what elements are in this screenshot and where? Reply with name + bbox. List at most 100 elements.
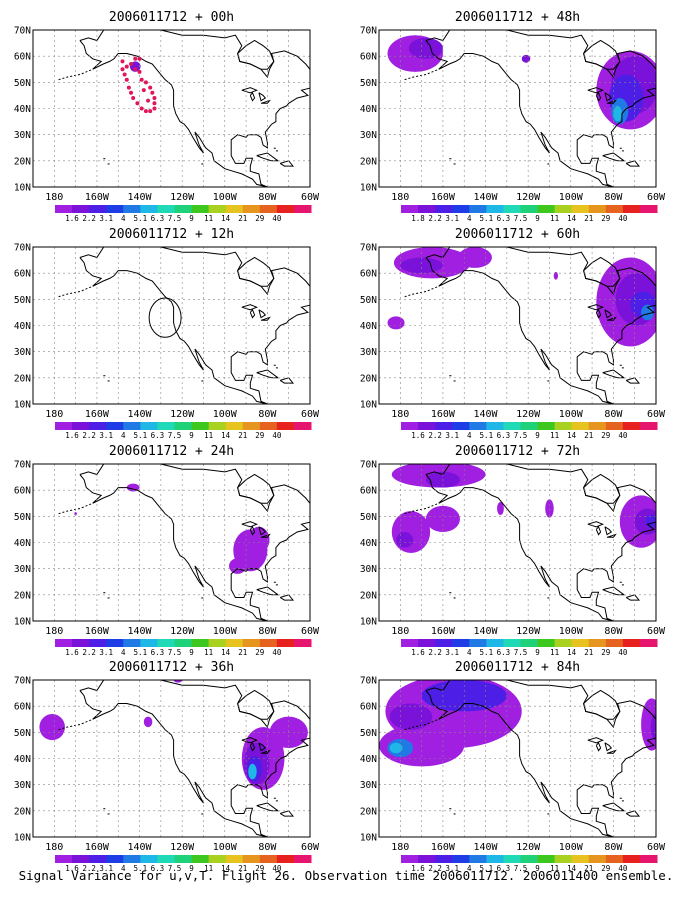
colorbar-label: 6.3 [151,864,165,873]
x-tick-label: 140W [127,192,152,203]
map-frame [32,246,311,405]
colorbar-swatch [639,422,658,430]
colorbar-swatch [259,855,278,863]
x-tick-label: 160W [431,192,456,203]
colorbar-swatch [106,855,124,863]
colorbar-swatch [588,639,607,647]
colorbar-label: 9 [535,431,540,440]
colorbar: 1.6 2.2 3.1 4 5.1 6.3 7.5 9 11 14 21 29 40 [401,855,658,873]
colorbar-swatch [622,639,641,647]
colorbar-label: 21 [584,648,593,657]
colorbar-swatch [225,639,244,647]
colorbar-label: 3.1 [445,214,459,223]
y-tick-label: 10N [360,833,377,844]
colorbar-swatch [174,205,193,213]
map-frame [378,246,657,405]
colorbar-swatch [293,205,312,213]
colorbar-label: 6.3 [151,648,165,657]
y-tick-label: 20N [360,590,377,601]
colorbar-swatch [503,855,521,863]
colorbar-label: 14 [221,864,231,873]
y-tick-label: 20N [14,806,31,817]
colorbar-label: 7.5 [168,431,182,440]
y-tick-label: 70N [14,26,31,37]
colorbar-swatch [242,422,261,430]
colorbar-label: 21 [238,214,247,223]
x-tick-label: 180 [45,626,63,637]
map-panel: 2006011712 + 48h 180 160W 140W 120W 100W 80W 60… [360,10,666,223]
colorbar-label: 1.6 [65,214,79,223]
panel-title: 2006011712 + 60h [455,227,580,242]
variance-region [248,526,270,553]
colorbar-swatch [503,639,521,647]
y-tick-label: 50N [14,295,31,306]
observation-dot [150,90,155,95]
graticule [33,247,310,404]
colorbar-swatch [435,855,453,863]
x-tick-label: 120W [170,842,195,853]
colorbar-label: 11 [204,214,213,223]
colorbar-label: 5.1 [480,648,494,657]
colorbar-swatch [89,205,107,213]
colorbar-swatch [123,205,141,213]
x-tick-label: 100W [559,842,584,853]
colorbar-swatch [401,855,419,863]
observation-dot [152,101,157,106]
variance-region [389,742,403,754]
y-tick-label: 30N [360,130,377,141]
y-tick-label: 30N [360,780,377,791]
colorbar-swatch [554,422,573,430]
colorbar-swatch [639,205,658,213]
y-tick-label: 40N [360,321,377,332]
y-tick-label: 40N [14,104,31,115]
x-tick-label: 160W [431,842,456,853]
colorbar-label: 7.5 [514,648,528,657]
colorbar-swatch [554,639,573,647]
y-tick-label: 60N [14,486,31,497]
y-tick-label: 10N [360,183,377,194]
colorbar-label: 29 [601,648,610,657]
colorbar-swatch [520,855,539,863]
colorbar-swatch [55,639,73,647]
y-tick-label: 70N [360,243,377,254]
colorbar-label: 29 [255,431,264,440]
y-tick-label: 30N [14,564,31,575]
colorbar-label: 4 [467,864,472,873]
colorbar-swatch [242,855,261,863]
colorbar-label: 4 [467,431,472,440]
colorbar-swatch [259,639,278,647]
map-content [379,464,656,621]
colorbar-swatch [72,205,90,213]
x-tick-label: 180 [45,842,63,853]
colorbar-label: 7.5 [168,214,182,223]
map-frame [32,463,311,622]
colorbar-swatch [89,855,107,863]
colorbar-swatch [605,422,624,430]
x-tick-label: 80W [604,409,623,420]
x-tick-label: 160W [431,626,456,637]
y-tick-label: 70N [14,460,31,471]
colorbar-label: 1.6 [65,431,79,440]
x-tick-label: 60W [301,626,320,637]
y-tick-label: 10N [14,400,31,411]
panel-title: 2006011712 + 00h [109,10,234,25]
colorbar-swatch [605,639,624,647]
y-tick-label: 50N [360,728,377,739]
colorbar-swatch [157,205,175,213]
variance-region [396,532,414,548]
colorbar-label: 5.1 [134,431,148,440]
colorbar-swatch [605,855,624,863]
y-tick-label: 30N [14,130,31,141]
y-tick-label: 30N [14,347,31,358]
map-content [33,247,310,404]
colorbar-label: 11 [550,648,559,657]
variance-region [400,257,443,274]
colorbar-label: 2.2 [82,214,96,223]
observation-dot [120,59,125,64]
panel-title: 2006011712 + 72h [455,444,580,459]
colorbar-label: 3.1 [99,431,113,440]
map-frame [32,29,311,188]
colorbar-label: 40 [618,214,628,223]
colorbar-swatch [106,205,124,213]
x-tick-label: 120W [170,192,195,203]
